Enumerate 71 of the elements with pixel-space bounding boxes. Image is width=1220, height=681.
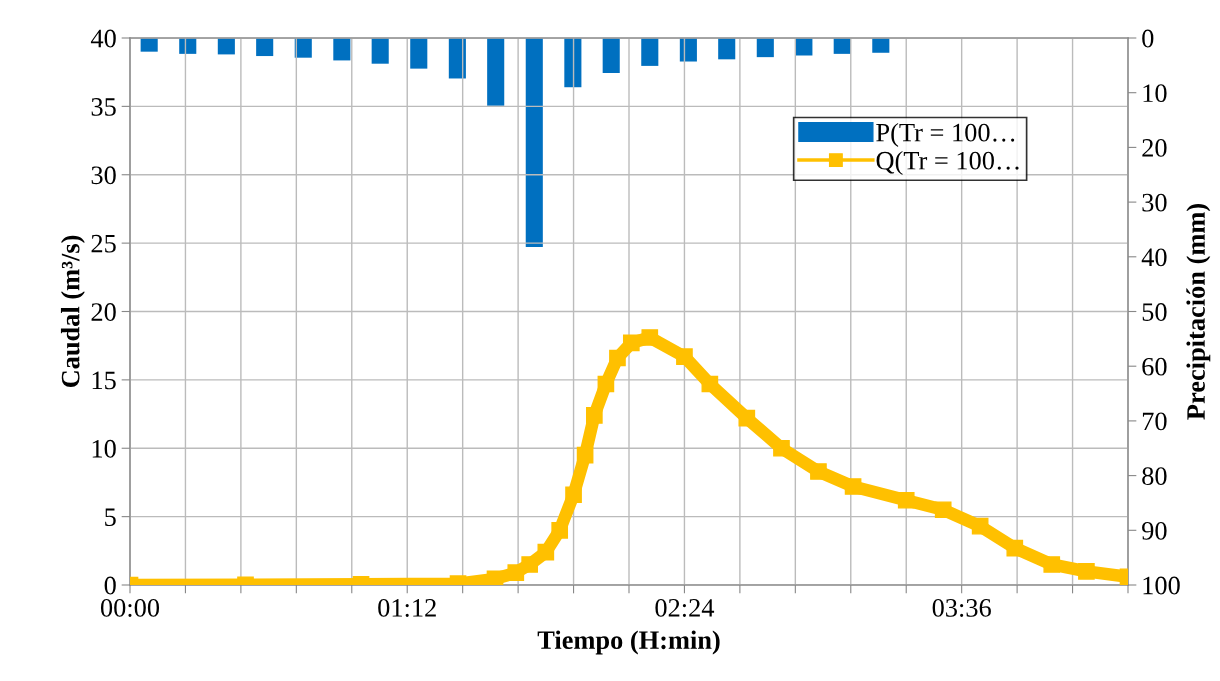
y2-tick-label: 70 <box>1142 412 1167 431</box>
y2-tick-label: 90 <box>1142 521 1167 540</box>
bar <box>410 38 428 69</box>
bar <box>140 38 158 52</box>
y-tick-label: 15 <box>92 371 116 390</box>
bar <box>756 38 774 58</box>
y-tick-label: 40 <box>90 29 116 48</box>
bar <box>564 38 582 88</box>
point <box>1043 556 1061 573</box>
bar <box>256 38 274 57</box>
point <box>701 375 719 393</box>
y2-tick-label: 40 <box>1141 248 1167 267</box>
point <box>597 375 615 393</box>
bar <box>294 38 312 58</box>
point <box>576 446 594 464</box>
x-axis-title: Tiempo (H:min) <box>537 630 720 655</box>
point <box>586 407 603 424</box>
bar <box>641 38 659 66</box>
point <box>641 329 659 346</box>
y2-tick-label: 80 <box>1142 467 1167 486</box>
point <box>551 521 569 539</box>
y2-axis-title: Precipitación (mm) <box>1186 204 1211 420</box>
bar <box>333 38 351 61</box>
y2-tick-label: 20 <box>1142 139 1167 157</box>
legend-label: Q(Tr = 100… <box>876 151 1019 175</box>
bar <box>795 38 813 56</box>
x-tick-label: 00:00 <box>100 598 160 617</box>
point <box>934 501 952 519</box>
y2-tick-label: 60 <box>1142 357 1167 376</box>
y-tick-label: 35 <box>91 98 116 116</box>
bar <box>487 38 505 106</box>
point <box>609 349 626 367</box>
point <box>521 556 538 573</box>
bar <box>679 38 697 62</box>
bar <box>448 38 466 79</box>
y2-tick-label: 50 <box>1142 303 1167 321</box>
bar <box>872 38 890 53</box>
point <box>810 463 827 480</box>
y-tick-label: 25 <box>91 234 116 253</box>
y-axis-title: Caudal (m³/s) <box>60 235 85 388</box>
x-tick-label: 01:12 <box>378 598 436 617</box>
point <box>622 334 640 352</box>
point <box>537 543 555 561</box>
point <box>844 478 862 495</box>
point <box>971 517 989 535</box>
point <box>507 564 525 582</box>
legend-label: P(Tr = 100… <box>876 122 1015 147</box>
y-tick-label: 0 <box>104 576 116 595</box>
y2-tick-label: 10 <box>1143 84 1167 103</box>
y-tick-label: 30 <box>91 166 116 185</box>
y2-tick-label: 0 <box>1142 29 1154 48</box>
bar <box>525 38 543 247</box>
x-tick-label: 02:24 <box>655 598 715 617</box>
y-tick-label: 5 <box>105 508 116 527</box>
point <box>676 348 693 365</box>
bar <box>718 38 736 60</box>
bar <box>602 38 620 74</box>
point <box>1006 539 1024 557</box>
y-tick-label: 10 <box>92 439 116 458</box>
x-tick-label: 03:36 <box>932 598 991 617</box>
point <box>773 439 790 457</box>
bar <box>217 38 235 55</box>
point <box>486 570 504 585</box>
bar <box>371 38 389 64</box>
y2-tick-label: 30 <box>1142 193 1167 212</box>
point <box>565 486 582 504</box>
y-tick-label: 20 <box>91 303 116 321</box>
point <box>1078 562 1095 580</box>
point <box>738 409 756 427</box>
y2-tick-label: 100 <box>1143 576 1180 595</box>
point <box>897 491 915 509</box>
